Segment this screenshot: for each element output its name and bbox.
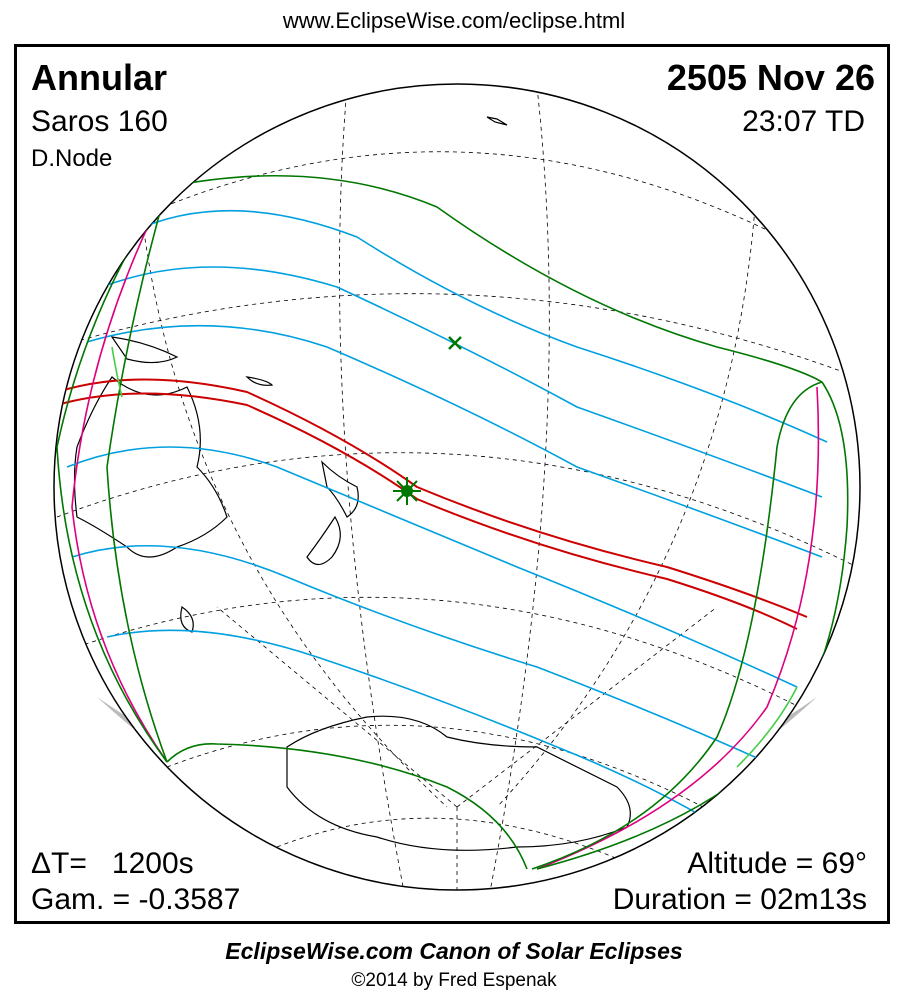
map-frame: Annular Saros 160 D.Node 2505 Nov 26 23:…: [14, 44, 890, 924]
central-path-south-limit: [56, 392, 798, 630]
central-path: [56, 378, 808, 630]
penumbral-limits: [56, 174, 849, 870]
gamma-value: Gam. = -0.3587: [31, 883, 241, 916]
altitude-value: Altitude = 69°: [687, 847, 867, 880]
partial-eclipse-lines: [66, 209, 828, 838]
node-label: D.Node: [31, 145, 113, 172]
footer-copyright: ©2014 by Fred Espenak: [351, 970, 557, 991]
coast-island-2: [486, 116, 508, 126]
eclipse-type: Annular: [31, 57, 168, 98]
globe-disc: [53, 83, 861, 891]
delta-t: ΔT= 1200s: [31, 847, 194, 880]
coast-new-zealand-south: [306, 515, 341, 566]
rise-set-curves: [71, 196, 820, 870]
coast-new-zealand-north: [321, 460, 359, 518]
coast-tasmania: [180, 606, 194, 633]
coastlines: [73, 116, 631, 851]
coast-new-guinea: [110, 336, 179, 364]
header-url: www.EclipseWise.com/eclipse.html: [282, 8, 626, 33]
eclipse-date: 2505 Nov 26: [666, 57, 875, 98]
duration-value: Duration = 02m13s: [612, 883, 867, 916]
central-path-north-limit: [56, 378, 808, 618]
subsolar-point-marker: [448, 336, 462, 350]
saros-number: Saros 160: [31, 105, 168, 138]
coast-antarctica: [286, 715, 631, 851]
globe-map: [53, 83, 861, 891]
footer-title: EclipseWise.com Canon of Solar Eclipses: [225, 938, 683, 964]
coast-island-1: [245, 376, 274, 386]
eclipse-time: 23:07 TD: [742, 105, 865, 138]
greatest-eclipse-marker: [393, 477, 421, 505]
